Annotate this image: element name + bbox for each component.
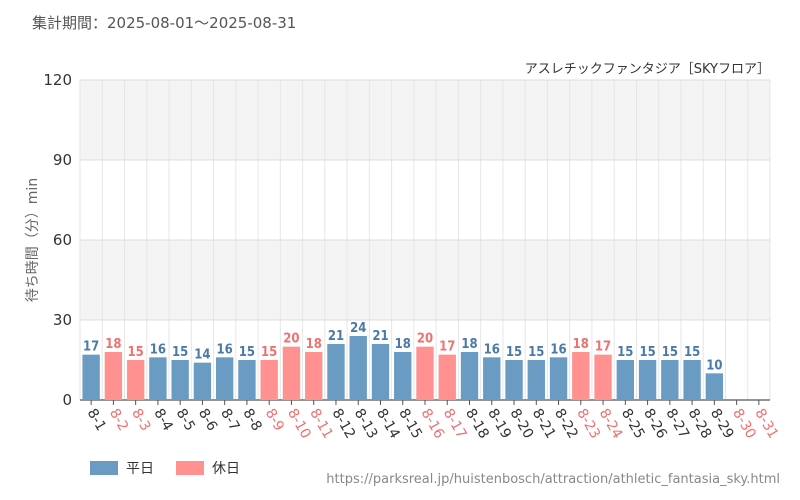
data-label-8-5: 15 [172,345,188,360]
bar-8-19 [483,357,501,400]
x-tick-label-8-5: 8-5 [173,406,198,434]
y-tick-label: 60 [53,231,72,249]
data-label-8-17: 17 [439,340,455,355]
data-label-8-16: 20 [417,332,433,347]
bar-8-8 [238,360,256,400]
plot-band [80,80,770,160]
legend-swatch-holiday [176,461,204,475]
data-label-8-18: 18 [461,337,477,352]
x-tick-label-8-8: 8-8 [239,406,264,434]
bar-8-24 [594,354,612,400]
bar-8-12 [327,344,345,400]
y-tick-label: 0 [62,391,72,409]
plot-band [80,160,770,240]
bar-8-6 [193,362,212,400]
data-label-8-1: 17 [83,340,99,355]
x-tick-label-8-3: 8-3 [128,406,153,434]
bar-8-20 [505,360,523,400]
bar-8-14 [371,344,390,400]
bar-8-21 [527,360,545,400]
x-tick-label-8-4: 8-4 [150,406,175,434]
data-label-8-29: 10 [706,358,722,373]
bar-8-17 [438,354,456,400]
data-label-8-7: 16 [217,342,233,357]
x-tick-label-8-2: 8-2 [106,406,131,434]
y-tick-label: 30 [53,311,72,329]
y-tick-label: 120 [43,71,72,89]
legend: 平日 休日 [90,458,240,478]
data-label-8-25: 15 [617,345,633,360]
data-label-8-19: 16 [484,342,500,357]
data-label-8-20: 15 [506,345,522,360]
legend-label-weekday: 平日 [126,461,154,477]
bar-8-9 [260,360,278,400]
bar-8-25 [616,360,635,400]
data-label-8-12: 21 [328,329,344,344]
bar-8-15 [394,352,412,400]
data-label-8-23: 18 [573,337,589,352]
data-label-8-22: 16 [550,342,566,357]
data-label-8-24: 17 [595,340,611,355]
bar-8-16 [416,346,434,400]
x-tick-label-8-6: 8-6 [195,406,220,434]
bar-8-28 [683,360,701,400]
bar-8-22 [549,357,568,400]
source-url: https://parksreal.jp/huistenbosch/attrac… [326,472,780,487]
data-label-8-27: 15 [662,345,678,360]
bar-8-10 [282,346,301,400]
x-tick-label-8-9: 8-9 [262,406,287,434]
bar-8-7 [215,357,234,400]
x-tick-label-8-1: 8-1 [84,406,109,434]
x-tick-label-8-7: 8-7 [217,406,242,434]
bar-8-5 [171,360,189,400]
data-label-8-13: 24 [350,321,366,336]
data-label-8-9: 15 [261,345,277,360]
bar-8-2 [104,352,123,400]
bar-8-4 [149,357,167,400]
plot-band [80,240,770,320]
legend-item-holiday: 休日 [176,458,240,478]
data-label-8-8: 15 [239,345,255,360]
bar-8-13 [349,336,367,400]
collection-period: 集計期間：2025-08-01〜2025-08-31 [32,14,297,32]
bar-8-23 [572,352,590,400]
legend-item-weekday: 平日 [90,458,154,478]
x-tick-label-8-31: 8-31 [751,406,781,442]
legend-label-holiday: 休日 [212,461,240,477]
data-label-8-4: 16 [150,342,166,357]
bar-8-18 [460,352,479,400]
legend-swatch-weekday [90,461,118,475]
data-label-8-3: 15 [128,345,144,360]
data-label-8-21: 15 [528,345,544,360]
bar-8-29 [705,373,724,400]
data-label-8-15: 18 [395,337,411,352]
attraction-name: アスレチックファンタジア［SKYフロア］ [524,62,770,77]
data-label-8-2: 18 [105,337,121,352]
bar-8-11 [305,352,323,400]
bar-8-27 [661,360,679,400]
data-label-8-6: 14 [194,348,210,363]
bar-8-1 [82,354,100,400]
data-label-8-14: 21 [372,329,388,344]
data-label-8-10: 20 [283,332,299,347]
data-label-8-28: 15 [684,345,700,360]
data-label-8-11: 18 [306,337,322,352]
bar-8-26 [638,360,657,400]
data-label-8-26: 15 [639,345,655,360]
bar-8-3 [126,360,145,400]
y-tick-label: 90 [53,151,72,169]
